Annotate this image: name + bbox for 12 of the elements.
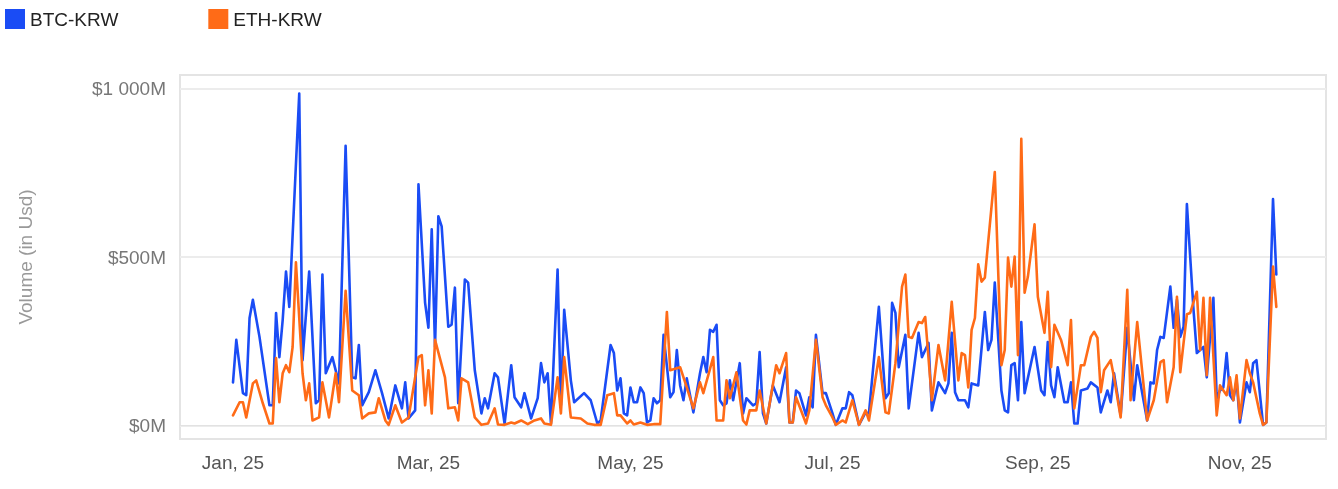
y-tick-label: $1 000M bbox=[92, 77, 166, 99]
x-tick-label: Nov, 25 bbox=[1207, 452, 1272, 473]
y-axis-title: Volume (in Usd) bbox=[15, 189, 36, 325]
x-tick-label: Jan, 25 bbox=[201, 452, 265, 473]
x-tick-label: Mar, 25 bbox=[396, 452, 461, 473]
legend-label: ETH-KRW bbox=[233, 8, 322, 30]
x-tick-label: May, 25 bbox=[597, 452, 664, 473]
legend-label: BTC-KRW bbox=[30, 8, 119, 30]
y-tick-label: $500M bbox=[107, 246, 166, 268]
y-tick-label: $0M bbox=[129, 415, 166, 437]
x-tick-label: Sep, 25 bbox=[1005, 452, 1071, 473]
x-tick-label: Jul, 25 bbox=[804, 452, 861, 473]
